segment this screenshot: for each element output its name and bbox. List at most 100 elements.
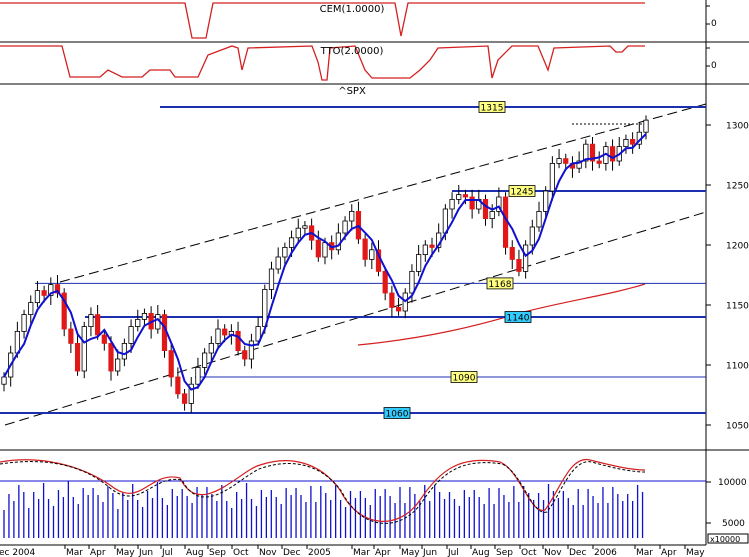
candle — [181, 389, 188, 411]
month-label: 2006 — [594, 548, 617, 557]
tto-panel: TTO(2.0000) 0 — [0, 45, 749, 85]
candle — [101, 330, 107, 351]
month-label: Sep — [209, 548, 226, 557]
level-label-box-1090 — [450, 371, 478, 383]
month-label: Oct — [233, 548, 249, 557]
volume-bars — [3, 481, 644, 538]
candle — [88, 307, 94, 337]
month-label: May — [116, 548, 135, 557]
month-label: Apr — [661, 548, 677, 557]
candle — [188, 377, 194, 413]
candle — [496, 187, 502, 217]
cem-label: CEM(1.0000) — [320, 4, 385, 15]
month-label: ec 2004 — [0, 548, 36, 557]
candle — [235, 321, 241, 356]
month-label: 2005 — [308, 548, 331, 557]
candle — [275, 247, 281, 274]
candle — [168, 343, 174, 387]
channel-lower — [4, 211, 707, 426]
candle — [108, 336, 114, 381]
candle — [536, 201, 542, 232]
channel-upper — [59, 103, 707, 283]
candle — [175, 367, 181, 399]
candle — [583, 139, 589, 169]
levels-layer: 1315 1245 1168 1140 1090 1060 — [0, 101, 706, 420]
candle — [469, 189, 475, 219]
price-tick-label: 1100 — [726, 362, 749, 372]
candle — [389, 285, 395, 317]
candle — [462, 189, 469, 205]
month-label: May — [686, 548, 705, 557]
level-label-1090: 1090 — [453, 374, 476, 384]
cem-panel: CEM(1.0000) 0 — [0, 0, 749, 43]
candle — [195, 357, 201, 389]
candle — [609, 139, 616, 171]
candle — [362, 234, 368, 267]
volume-osc-dashed — [0, 461, 646, 524]
tto-label: TTO(2.0000) — [320, 46, 384, 57]
candle — [128, 319, 134, 353]
level-label-box-1140 — [504, 311, 532, 323]
candle — [335, 223, 341, 255]
candle — [456, 185, 462, 205]
tto-line — [0, 45, 645, 81]
candle — [589, 137, 596, 171]
candle — [95, 305, 101, 340]
candle — [596, 151, 602, 169]
candle — [248, 333, 255, 369]
candle — [509, 240, 515, 269]
candle — [255, 317, 261, 346]
candles-layer — [1, 115, 649, 413]
candle — [569, 156, 576, 178]
candle — [268, 261, 275, 299]
month-label: Jun — [422, 548, 437, 557]
candle — [135, 309, 141, 332]
candle — [489, 204, 495, 229]
candle — [282, 242, 288, 265]
candle — [302, 221, 308, 236]
time-axis: ec 2004 Mar Apr May Jun Jul Aug Sep Oct Nov Dec 200… — [0, 544, 706, 557]
candle — [395, 297, 402, 316]
month-label: Jul — [447, 548, 459, 557]
candle — [502, 192, 509, 255]
volume-panel: 10000 5000 x10000 — [0, 449, 749, 544]
candle — [416, 245, 422, 277]
candle — [115, 349, 121, 376]
month-label: Dec — [283, 548, 300, 557]
candle — [141, 308, 148, 327]
candle — [369, 242, 375, 269]
candle — [242, 345, 248, 367]
month-label: Mar — [66, 548, 83, 557]
candle — [556, 149, 562, 169]
long-ma-red — [357, 283, 646, 346]
month-label: Dec — [569, 548, 586, 557]
candle — [523, 240, 529, 279]
candle — [543, 186, 549, 219]
month-label: Aug — [186, 548, 204, 557]
ma-layer — [3, 133, 647, 391]
candle — [295, 218, 301, 243]
price-tick-label: 1250 — [726, 182, 749, 192]
price-tick-label: 1200 — [726, 242, 749, 252]
candle — [623, 134, 629, 154]
candle — [54, 275, 61, 298]
candle — [636, 122, 642, 149]
level-label-box-1245 — [508, 185, 536, 197]
moving-average-line — [3, 133, 647, 391]
level-label-box-1060 — [383, 407, 411, 419]
price-tick-label: 1150 — [726, 302, 749, 312]
candle — [355, 201, 362, 244]
candle — [68, 321, 74, 353]
symbol-title: ^SPX — [338, 86, 366, 97]
candle — [616, 137, 622, 166]
vol-tick-5000: 5000 — [722, 519, 745, 529]
tto-tick-0: 0 — [711, 61, 717, 71]
candle — [121, 338, 127, 367]
month-label: Apr — [375, 548, 391, 557]
vol-tick-10000: 10000 — [718, 478, 747, 488]
month-label: Mar — [636, 548, 653, 557]
level-label-1245: 1245 — [511, 188, 534, 198]
month-label: Apr — [90, 548, 106, 557]
